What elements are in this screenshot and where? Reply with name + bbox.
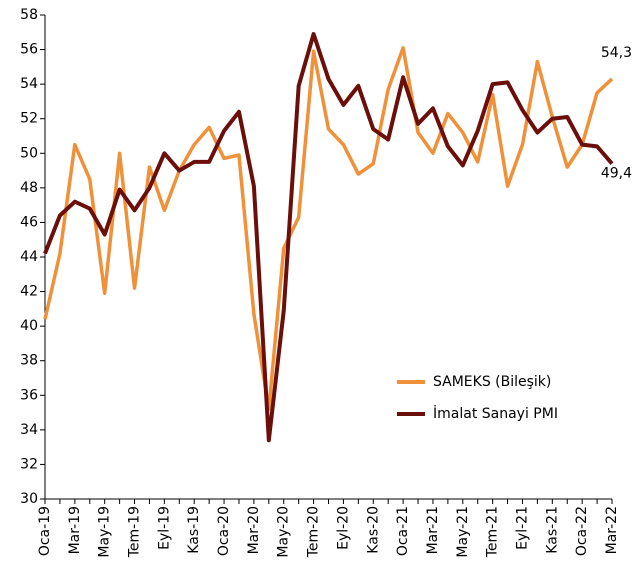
series-line xyxy=(43,32,614,443)
x-tick-label: Tem-19 xyxy=(127,506,143,558)
y-tick-label: 48 xyxy=(20,180,38,196)
x-tick-label: Eyl-19 xyxy=(156,506,172,550)
y-tick-label: 34 xyxy=(20,422,38,438)
x-tick-label: May-21 xyxy=(455,506,471,558)
y-tick-label: 46 xyxy=(20,214,38,230)
y-tick-label: 50 xyxy=(20,145,38,161)
x-tick-label: Kas-19 xyxy=(186,506,202,554)
x-tick-label: Mar-20 xyxy=(246,506,262,554)
y-tick-label: 30 xyxy=(20,491,38,507)
y-tick-label: 40 xyxy=(20,318,38,334)
x-tick-label: Eyl-21 xyxy=(514,506,530,550)
x-tick-label: Tem-20 xyxy=(306,506,322,558)
x-tick-label: Mar-21 xyxy=(425,506,441,554)
y-tick-label: 38 xyxy=(20,353,38,369)
x-tick-label: May-20 xyxy=(276,506,292,558)
x-tick-label: Tem-21 xyxy=(485,506,501,558)
x-tick-label: Mar-22 xyxy=(604,506,620,554)
x-tick-label: Oca-21 xyxy=(395,506,411,556)
x-tick-label: Kas-20 xyxy=(365,506,381,554)
x-tick-label: May-19 xyxy=(97,506,113,558)
y-tick-label: 32 xyxy=(20,456,38,472)
legend-label: İmalat Sanayi PMI xyxy=(433,404,558,422)
x-tick-label: Oca-20 xyxy=(216,506,232,556)
legend-label: SAMEKS (Bileşik) xyxy=(433,374,551,390)
x-tick-label: Oca-19 xyxy=(37,506,53,556)
x-tick-label: Mar-19 xyxy=(67,506,83,554)
value-label: 49,4 xyxy=(601,166,632,182)
x-tick-label: Oca-22 xyxy=(574,506,590,556)
value-label: 54,3 xyxy=(601,45,632,61)
y-tick-label: 58 xyxy=(20,7,38,23)
y-tick-label: 56 xyxy=(20,42,38,58)
x-tick-label: Eyl-20 xyxy=(335,506,351,550)
series-line xyxy=(43,46,614,411)
x-tick-label: Kas-21 xyxy=(544,506,560,554)
y-tick-label: 44 xyxy=(20,249,38,265)
y-tick-label: 42 xyxy=(20,284,38,300)
y-tick-label: 54 xyxy=(20,76,38,92)
y-tick-label: 36 xyxy=(20,387,38,403)
y-tick-label: 52 xyxy=(20,111,38,127)
